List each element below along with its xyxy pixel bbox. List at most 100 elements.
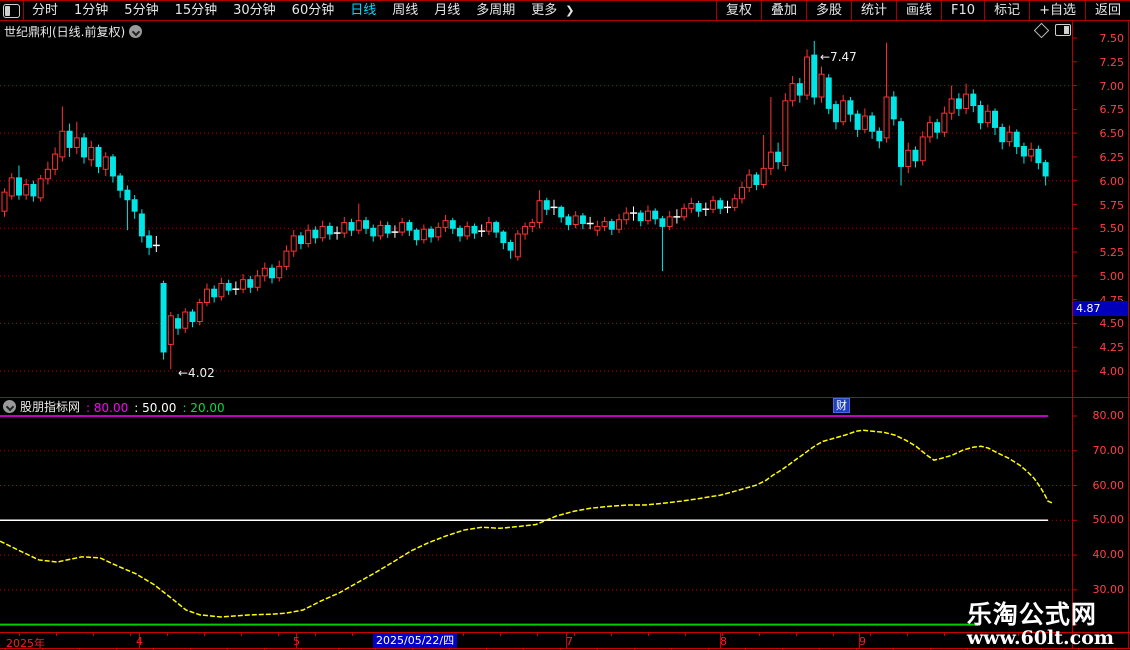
price-axis-label: 7.25 [1099,55,1125,69]
month-tick [859,633,860,648]
menu-item-8[interactable]: 周线 [392,3,419,18]
price-axis-label: 4.00 [1099,365,1125,378]
axis-tick [722,633,723,636]
indicator-axis-label: 60.00 [1092,478,1125,492]
period-menu: 分时 1分钟 5分钟 15分钟 30分钟 60分钟 日线 周线 月线 多周期 更多 [24,1,565,20]
axis-tick [796,633,797,636]
axis-tick [241,633,242,636]
chart-corner-icons [1033,22,1071,38]
crosshair-date-badge: 2025/05/22/四 [373,633,458,648]
indicator-chart [0,415,1077,626]
right-edge-line [1128,21,1129,648]
menu-item-6[interactable]: 60分钟 [291,3,335,18]
right-axis-line [1072,21,1073,648]
axis-tick [93,633,94,636]
indicator-chevron-icon[interactable] [3,400,16,413]
tool-item-4[interactable]: 统计 [851,1,896,20]
indicator-name: 股朋指标网 [20,400,81,414]
axis-tick [648,633,649,636]
menu-item-1[interactable]: 分时 [32,3,59,18]
indicator-param: : 80.00 [86,401,129,415]
watermark: 乐淘公式网 www.60lt.com [966,602,1114,649]
indicator-axis-label: 70.00 [1092,443,1125,457]
menu-item-7[interactable]: 日线 [350,3,377,18]
tool-item-7[interactable]: 标记 [984,1,1029,20]
price-axis-label: 4.50 [1099,317,1125,331]
indicator-axis-label: 40.00 [1092,548,1125,562]
tool-item-8[interactable]: +自选 [1029,1,1085,20]
axis-tick [204,633,205,636]
panel-toggle-icon[interactable] [1055,24,1071,36]
title-chevron-icon[interactable] [129,25,143,38]
price-axis-label: 5.75 [1099,198,1125,212]
price-axis-label: 5.00 [1099,269,1125,283]
tool-item-9[interactable]: 返回 [1084,1,1130,20]
axis-tick [944,633,945,636]
date-axis: 2025年 4 5 2025/05/22/四 7 8 9 [0,632,1130,650]
date-axis-label: 7 [566,635,573,648]
axis-tick [130,633,131,636]
tool-item-3[interactable]: 多股 [805,1,851,20]
price-axis-label: 7.50 [1099,32,1125,45]
month-tick [720,633,721,648]
axis-tick [352,633,353,636]
axis-tick [1055,633,1056,636]
menu-item-11[interactable]: 更多 [531,3,558,18]
price-axis-label: 4.25 [1099,341,1125,355]
price-axis-label: 6.75 [1099,103,1125,117]
tool-item-1[interactable]: 复权 [715,1,761,20]
axis-tick [500,633,501,636]
low-price-annotation: ←4.02 [178,366,215,380]
tool-item-6[interactable]: F10 [941,1,984,20]
watermark-url: www.60lt.com [966,627,1114,649]
price-axis-label: 6.25 [1099,150,1125,164]
axis-tick [981,633,982,636]
more-arrow-icon[interactable]: ❯ [565,4,575,17]
main-chart-panel: 世纪鼎利(日线.前复权) ←7.47 ←4.02 财 7.50 7.25 7.00 6… [0,21,1130,413]
tool-item-2[interactable]: 叠加 [760,1,806,20]
month-tick [296,633,297,648]
tool-item-5[interactable]: 画线 [896,1,941,20]
axis-tick [315,633,316,636]
price-axis-label: 7.00 [1099,79,1125,93]
tool-menu: 复权 叠加 多股 统计 画线 F10 标记 +自选 返回 [715,1,1130,20]
axis-tick [56,633,57,636]
chart-title: 世纪鼎利(日线.前复权) [4,23,143,40]
axis-tick [833,633,834,636]
month-tick [566,633,567,648]
price-axis-label: 6.00 [1099,174,1125,188]
axis-tick [907,633,908,636]
date-axis-label: 4 [136,635,143,648]
event-badge[interactable]: 财 [833,398,850,413]
axis-tick [574,633,575,636]
price-axis-label: 5.50 [1099,222,1125,236]
menu-item-10[interactable]: 多周期 [476,3,516,18]
diamond-marker-icon[interactable] [1033,22,1050,38]
axis-tick [685,633,686,636]
menu-item-2[interactable]: 1分钟 [74,3,109,18]
date-axis-label: 9 [859,635,866,648]
axis-tick [537,633,538,636]
menu-item-4[interactable]: 15分钟 [174,3,218,18]
axis-tick [870,633,871,636]
axis-tick [759,633,760,636]
crosshair-price-badge: 4.87 [1073,301,1128,317]
menu-divider [23,1,24,20]
axis-tick [19,633,20,636]
high-price-annotation: ←7.47 [820,50,857,64]
top-menu-bar: 分时 1分钟 5分钟 15分钟 30分钟 60分钟 日线 周线 月线 多周期 更多 ❯ 复权 叠加 多股… [0,0,1130,21]
sidebar-toggle-icon[interactable] [3,3,20,18]
chart-title-text: 世纪鼎利(日线.前复权) [4,25,126,39]
candlestick-chart [0,37,1077,372]
menu-item-9[interactable]: 月线 [434,3,461,18]
indicator-axis-label: 30.00 [1092,582,1125,596]
price-axis-label: 6.50 [1099,127,1125,141]
indicator-param: : 20.00 [182,401,225,415]
menu-item-3[interactable]: 5分钟 [124,3,159,18]
indicator-param: : 50.00 [134,401,177,415]
axis-tick [167,633,168,636]
menu-item-5[interactable]: 30分钟 [233,3,276,18]
indicator-axis-label: 80.00 [1092,409,1125,422]
axis-tick [463,633,464,636]
